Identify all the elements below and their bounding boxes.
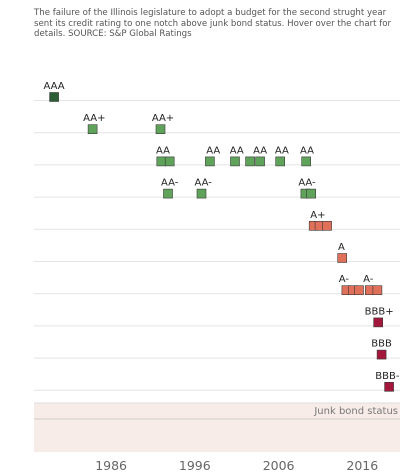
rating-label: AA- bbox=[298, 178, 316, 189]
rating-point[interactable] bbox=[301, 156, 312, 167]
x-tick-label: 2006 bbox=[263, 458, 295, 473]
rating-label: AA- bbox=[195, 178, 213, 189]
rating-label: AA bbox=[253, 145, 267, 156]
rating-label: AA bbox=[300, 145, 314, 156]
rating-label: AAA bbox=[44, 81, 65, 92]
rating-point[interactable] bbox=[372, 285, 383, 296]
x-tick-label: 1996 bbox=[179, 458, 211, 473]
rating-label: BBB- bbox=[375, 371, 400, 382]
rating-label: A+ bbox=[310, 210, 325, 221]
x-tick-label: 2016 bbox=[346, 458, 378, 473]
rating-label: AA bbox=[156, 145, 170, 156]
rating-label: AA bbox=[206, 145, 220, 156]
rating-label: AA- bbox=[161, 178, 179, 189]
junk-band-area bbox=[34, 403, 400, 452]
rating-point[interactable] bbox=[337, 253, 348, 263]
rating-point[interactable] bbox=[384, 381, 394, 392]
rating-point[interactable] bbox=[275, 156, 286, 167]
rating-point[interactable] bbox=[87, 124, 98, 134]
rating-point[interactable] bbox=[230, 156, 240, 167]
rating-label: BBB+ bbox=[365, 306, 394, 317]
rating-point[interactable] bbox=[205, 156, 215, 167]
rating-label: AA bbox=[230, 145, 244, 156]
rating-label: A- bbox=[339, 274, 350, 285]
rating-point[interactable] bbox=[49, 92, 59, 102]
rating-point[interactable] bbox=[155, 124, 166, 134]
x-tick-label: 1986 bbox=[95, 458, 127, 473]
rating-point[interactable] bbox=[164, 156, 175, 167]
rating-point[interactable] bbox=[306, 188, 317, 199]
rating-point[interactable] bbox=[255, 156, 265, 167]
rating-label: AA bbox=[275, 145, 289, 156]
rating-point[interactable] bbox=[156, 156, 167, 167]
rating-point[interactable] bbox=[245, 156, 255, 167]
rating-point[interactable] bbox=[322, 221, 332, 231]
junk-bond-band: Junk bond status bbox=[34, 402, 400, 452]
rating-markers[interactable] bbox=[49, 92, 394, 392]
rating-label: AA+ bbox=[83, 113, 105, 124]
x-axis: 1986 1996 2006 2016 bbox=[95, 458, 378, 473]
rating-point[interactable] bbox=[373, 317, 384, 328]
rating-label: A- bbox=[363, 274, 374, 285]
chart-caption: The failure of the Illinois legislature … bbox=[34, 8, 392, 39]
rating-point[interactable] bbox=[196, 188, 207, 199]
rating-label: A bbox=[338, 242, 345, 253]
rating-point[interactable] bbox=[376, 349, 387, 360]
junk-band-label: Junk bond status bbox=[313, 406, 398, 417]
rating-point[interactable] bbox=[354, 285, 364, 296]
rating-point[interactable] bbox=[163, 188, 173, 199]
rating-label: AA+ bbox=[152, 113, 174, 124]
grid-lines bbox=[34, 100, 400, 391]
rating-label: BBB bbox=[371, 339, 392, 350]
